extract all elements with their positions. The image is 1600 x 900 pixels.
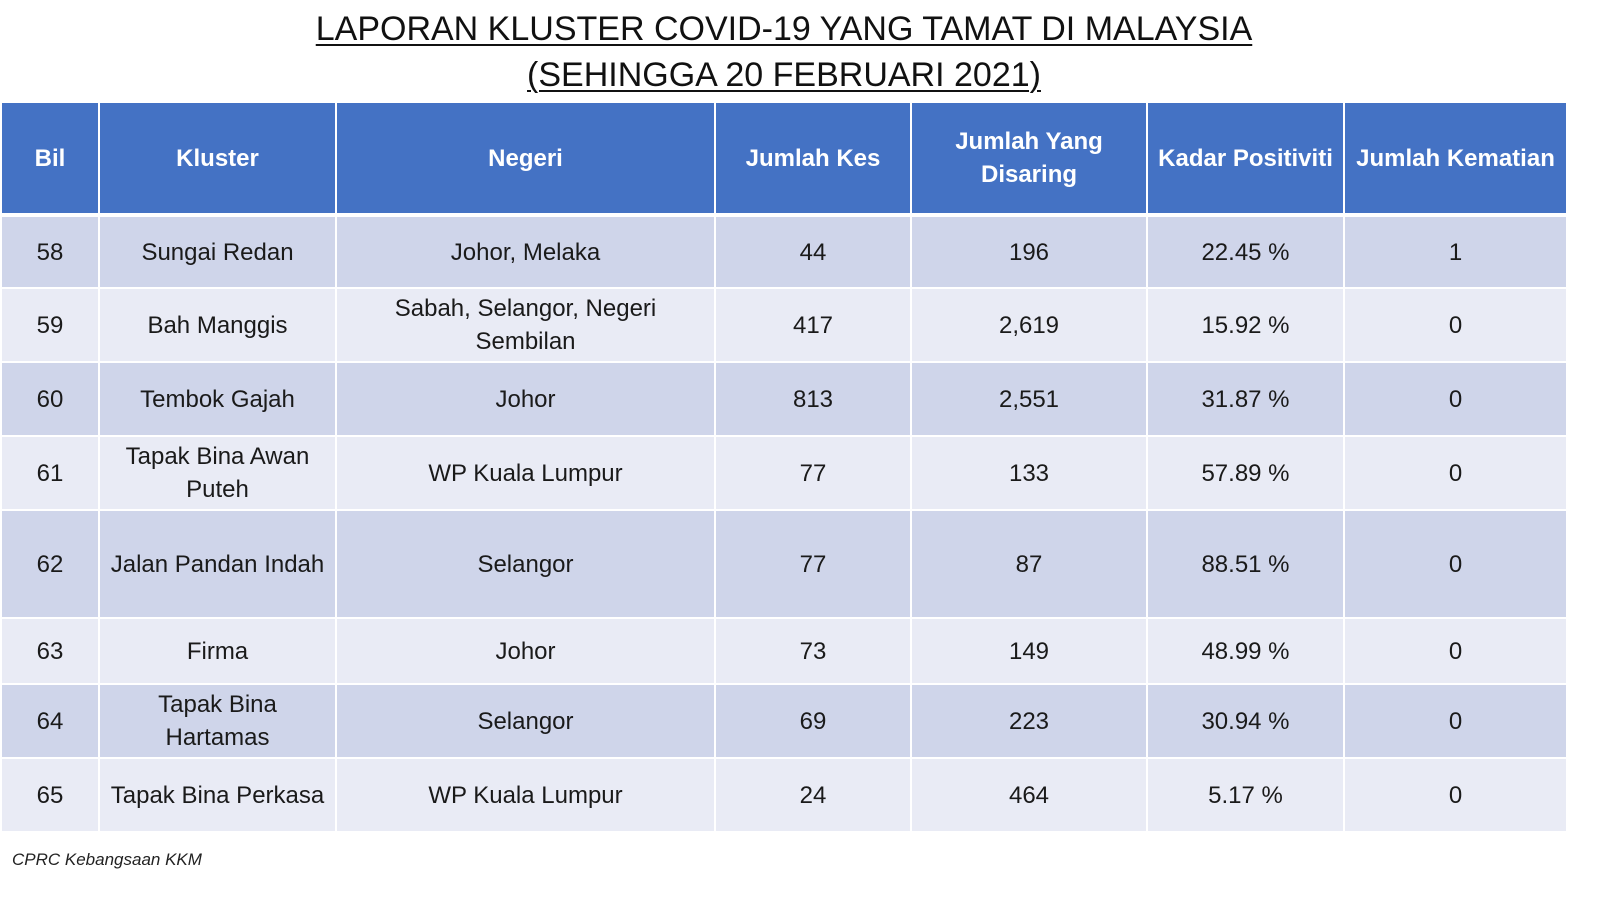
table-row: 59 Bah Manggis Sabah, Selangor, Negeri S… [2,289,1566,361]
cell-jumlah-kematian: 0 [1345,289,1566,361]
cell-bil: 63 [2,619,98,683]
cell-kluster: Bah Manggis [100,289,335,361]
table-row: 65 Tapak Bina Perkasa WP Kuala Lumpur 24… [2,759,1566,831]
cell-jumlah-kematian: 0 [1345,759,1566,831]
cell-negeri: Selangor [337,685,714,757]
cell-bil: 64 [2,685,98,757]
cell-bil: 58 [2,215,98,287]
cell-kadar-positiviti: 30.94 % [1148,685,1343,757]
cell-bil: 61 [2,437,98,509]
cell-jumlah-disaring: 2,619 [912,289,1146,361]
header-kadar-positiviti: Kadar Positiviti [1148,103,1343,213]
cell-negeri: Sabah, Selangor, Negeri Sembilan [337,289,714,361]
cell-jumlah-disaring: 2,551 [912,363,1146,435]
cell-negeri: WP Kuala Lumpur [337,437,714,509]
header-jumlah-kes: Jumlah Kes [716,103,910,213]
title-line-2: (SEHINGGA 20 FEBRUARI 2021) [527,56,1041,94]
cell-jumlah-disaring: 464 [912,759,1146,831]
cell-kluster: Tembok Gajah [100,363,335,435]
cell-jumlah-kes: 417 [716,289,910,361]
cell-jumlah-kes: 24 [716,759,910,831]
table-row: 61 Tapak Bina Awan Puteh WP Kuala Lumpur… [2,437,1566,509]
cell-negeri: Johor [337,619,714,683]
cluster-table: Bil Kluster Negeri Jumlah Kes Jumlah Yan… [0,101,1568,833]
cell-jumlah-disaring: 87 [912,511,1146,617]
table-header-row: Bil Kluster Negeri Jumlah Kes Jumlah Yan… [2,103,1566,213]
table-row: 60 Tembok Gajah Johor 813 2,551 31.87 % … [2,363,1566,435]
cell-jumlah-kes: 69 [716,685,910,757]
cell-negeri: Selangor [337,511,714,617]
cell-jumlah-kematian: 0 [1345,619,1566,683]
header-bil: Bil [2,103,98,213]
cell-kadar-positiviti: 15.92 % [1148,289,1343,361]
cell-jumlah-kematian: 0 [1345,685,1566,757]
cell-kluster: Tapak Bina Awan Puteh [100,437,335,509]
table-row: 58 Sungai Redan Johor, Melaka 44 196 22.… [2,215,1566,287]
cell-jumlah-kematian: 0 [1345,437,1566,509]
cell-jumlah-kematian: 1 [1345,215,1566,287]
table-row: 63 Firma Johor 73 149 48.99 % 0 [2,619,1566,683]
cell-jumlah-disaring: 149 [912,619,1146,683]
cell-jumlah-kes: 73 [716,619,910,683]
title-line-1: LAPORAN KLUSTER COVID-19 YANG TAMAT DI M… [315,10,1253,48]
cell-kadar-positiviti: 57.89 % [1148,437,1343,509]
table-row: 62 Jalan Pandan Indah Selangor 77 87 88.… [2,511,1566,617]
header-kluster: Kluster [100,103,335,213]
cell-kadar-positiviti: 88.51 % [1148,511,1343,617]
cell-bil: 60 [2,363,98,435]
cell-bil: 59 [2,289,98,361]
cell-negeri: Johor, Melaka [337,215,714,287]
cell-bil: 65 [2,759,98,831]
cell-kluster: Tapak Bina Hartamas [100,685,335,757]
cell-jumlah-kes: 77 [716,511,910,617]
cell-kluster: Jalan Pandan Indah [100,511,335,617]
cell-kadar-positiviti: 48.99 % [1148,619,1343,683]
cell-jumlah-kes: 77 [716,437,910,509]
cell-kadar-positiviti: 22.45 % [1148,215,1343,287]
cell-kadar-positiviti: 31.87 % [1148,363,1343,435]
cell-kadar-positiviti: 5.17 % [1148,759,1343,831]
cell-kluster: Firma [100,619,335,683]
header-jumlah-disaring: Jumlah Yang Disaring [912,103,1146,213]
cell-jumlah-kematian: 0 [1345,363,1566,435]
table-row: 64 Tapak Bina Hartamas Selangor 69 223 3… [2,685,1566,757]
cell-kluster: Tapak Bina Perkasa [100,759,335,831]
header-negeri: Negeri [337,103,714,213]
cell-jumlah-disaring: 196 [912,215,1146,287]
cell-jumlah-kes: 44 [716,215,910,287]
cell-bil: 62 [2,511,98,617]
report-title: LAPORAN KLUSTER COVID-19 YANG TAMAT DI M… [0,6,1568,98]
cell-kluster: Sungai Redan [100,215,335,287]
header-jumlah-kematian: Jumlah Kematian [1345,103,1566,213]
cell-jumlah-kematian: 0 [1345,511,1566,617]
source-footer: CPRC Kebangsaan KKM [12,850,202,869]
cell-jumlah-kes: 813 [716,363,910,435]
cell-jumlah-disaring: 133 [912,437,1146,509]
cell-negeri: Johor [337,363,714,435]
cell-negeri: WP Kuala Lumpur [337,759,714,831]
cell-jumlah-disaring: 223 [912,685,1146,757]
